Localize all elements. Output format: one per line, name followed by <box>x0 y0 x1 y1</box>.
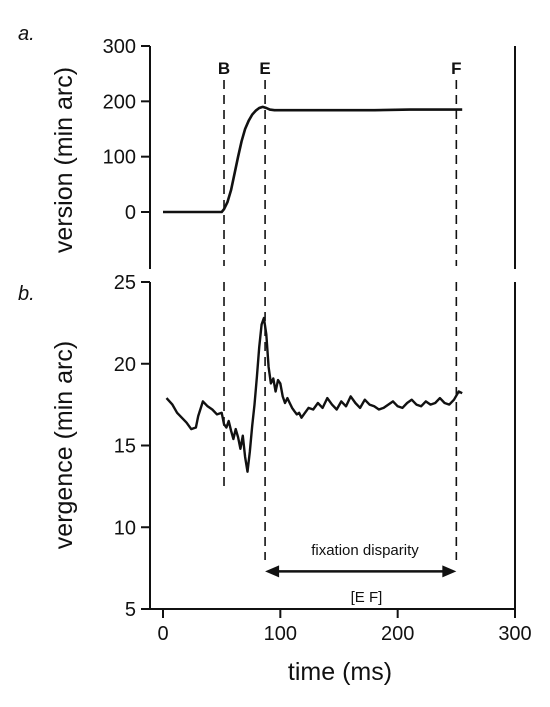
panel-b-vergence: b. 5 10 15 20 25 0 100 200 300 vergence (min ar… <box>18 272 532 686</box>
panel-b-annotations: fixation disparity [E F] <box>265 542 457 606</box>
x-axis-label: time (ms) <box>288 658 392 686</box>
panel-a-label: a. <box>18 23 35 45</box>
panel-b-y-axis-label: vergence (min arc) <box>50 341 78 549</box>
annotation-ef-interval: [E F] <box>351 589 383 606</box>
panel-a-y-tick-label-0: 0 <box>125 202 136 224</box>
marker-e-label: E <box>259 59 270 78</box>
panel-b-y-tick-label-25: 25 <box>114 272 136 294</box>
panel-b-y-tick-label-15: 15 <box>114 436 136 458</box>
interval-arrow-head-right <box>442 565 457 578</box>
panel-a-y-ticks: 0 100 200 300 <box>103 36 150 224</box>
panel-b-y-tick-label-10: 10 <box>114 517 136 539</box>
panel-b-event-markers <box>223 282 458 560</box>
panel-b-y-tick-label-20: 20 <box>114 354 136 376</box>
version-trace <box>163 105 463 214</box>
marker-f-label: F <box>451 59 461 78</box>
panel-b-axes <box>149 282 516 610</box>
interval-arrow-head-left <box>265 565 280 578</box>
panel-b-label: b. <box>18 283 35 305</box>
annotation-fixation-disparity: fixation disparity <box>311 542 419 559</box>
panel-a-y-tick-label-300: 300 <box>103 36 136 58</box>
panel-b-y-ticks: 5 10 15 20 25 <box>114 272 150 621</box>
x-tick-label-0: 0 <box>157 623 168 645</box>
panel-a-version: a. 0 100 200 300 version (min arc) B E F <box>18 23 516 269</box>
x-tick-label-200: 200 <box>381 623 414 645</box>
x-tick-label-100: 100 <box>264 623 297 645</box>
panel-a-y-axis-label: version (min arc) <box>50 67 78 253</box>
panel-b-series <box>165 316 463 473</box>
panel-a-series <box>163 105 463 214</box>
panel-a-y-tick-label-200: 200 <box>103 91 136 113</box>
marker-b-label: B <box>218 59 230 78</box>
x-tick-label-300: 300 <box>498 623 531 645</box>
panel-b-y-tick-label-5: 5 <box>125 599 136 621</box>
panel-a-axes <box>149 46 516 269</box>
panel-a-y-tick-label-100: 100 <box>103 147 136 169</box>
vergence-trace <box>165 316 463 473</box>
panel-b-x-ticks: 0 100 200 300 <box>157 609 532 645</box>
